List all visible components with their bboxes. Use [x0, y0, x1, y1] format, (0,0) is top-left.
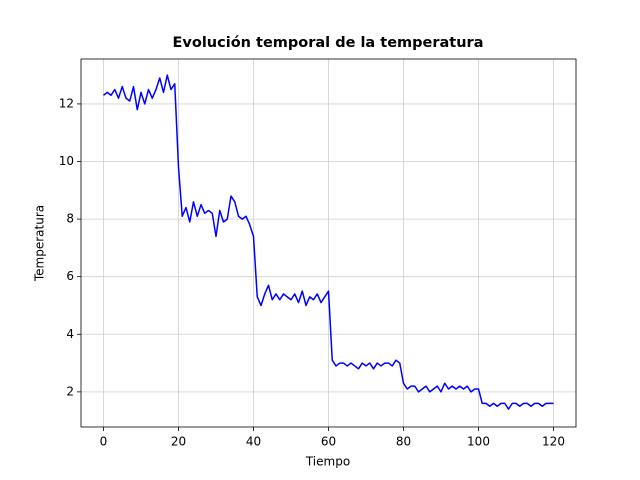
y-tick-label: 12: [59, 96, 74, 110]
x-tick-label: 20: [171, 435, 186, 449]
chart-title: Evolución temporal de la temperatura: [173, 35, 484, 51]
y-tick-label: 6: [66, 269, 74, 283]
x-tick-label: 80: [396, 435, 411, 449]
plot-frame: [80, 58, 577, 428]
y-tick-label: 2: [66, 384, 74, 398]
x-axis-label: Tiempo: [305, 455, 350, 469]
y-axis-label: Temperatura: [33, 205, 47, 282]
x-tick-label: 60: [321, 435, 336, 449]
y-tick-label: 10: [59, 154, 74, 168]
x-tick-label: 120: [542, 435, 565, 449]
x-tick-label: 0: [100, 435, 108, 449]
data-line: [103, 74, 554, 410]
x-tick-label: 40: [246, 435, 261, 449]
y-tick-label: 4: [66, 327, 74, 341]
y-tick-label: 8: [66, 212, 74, 226]
x-tick-label: 100: [467, 435, 490, 449]
